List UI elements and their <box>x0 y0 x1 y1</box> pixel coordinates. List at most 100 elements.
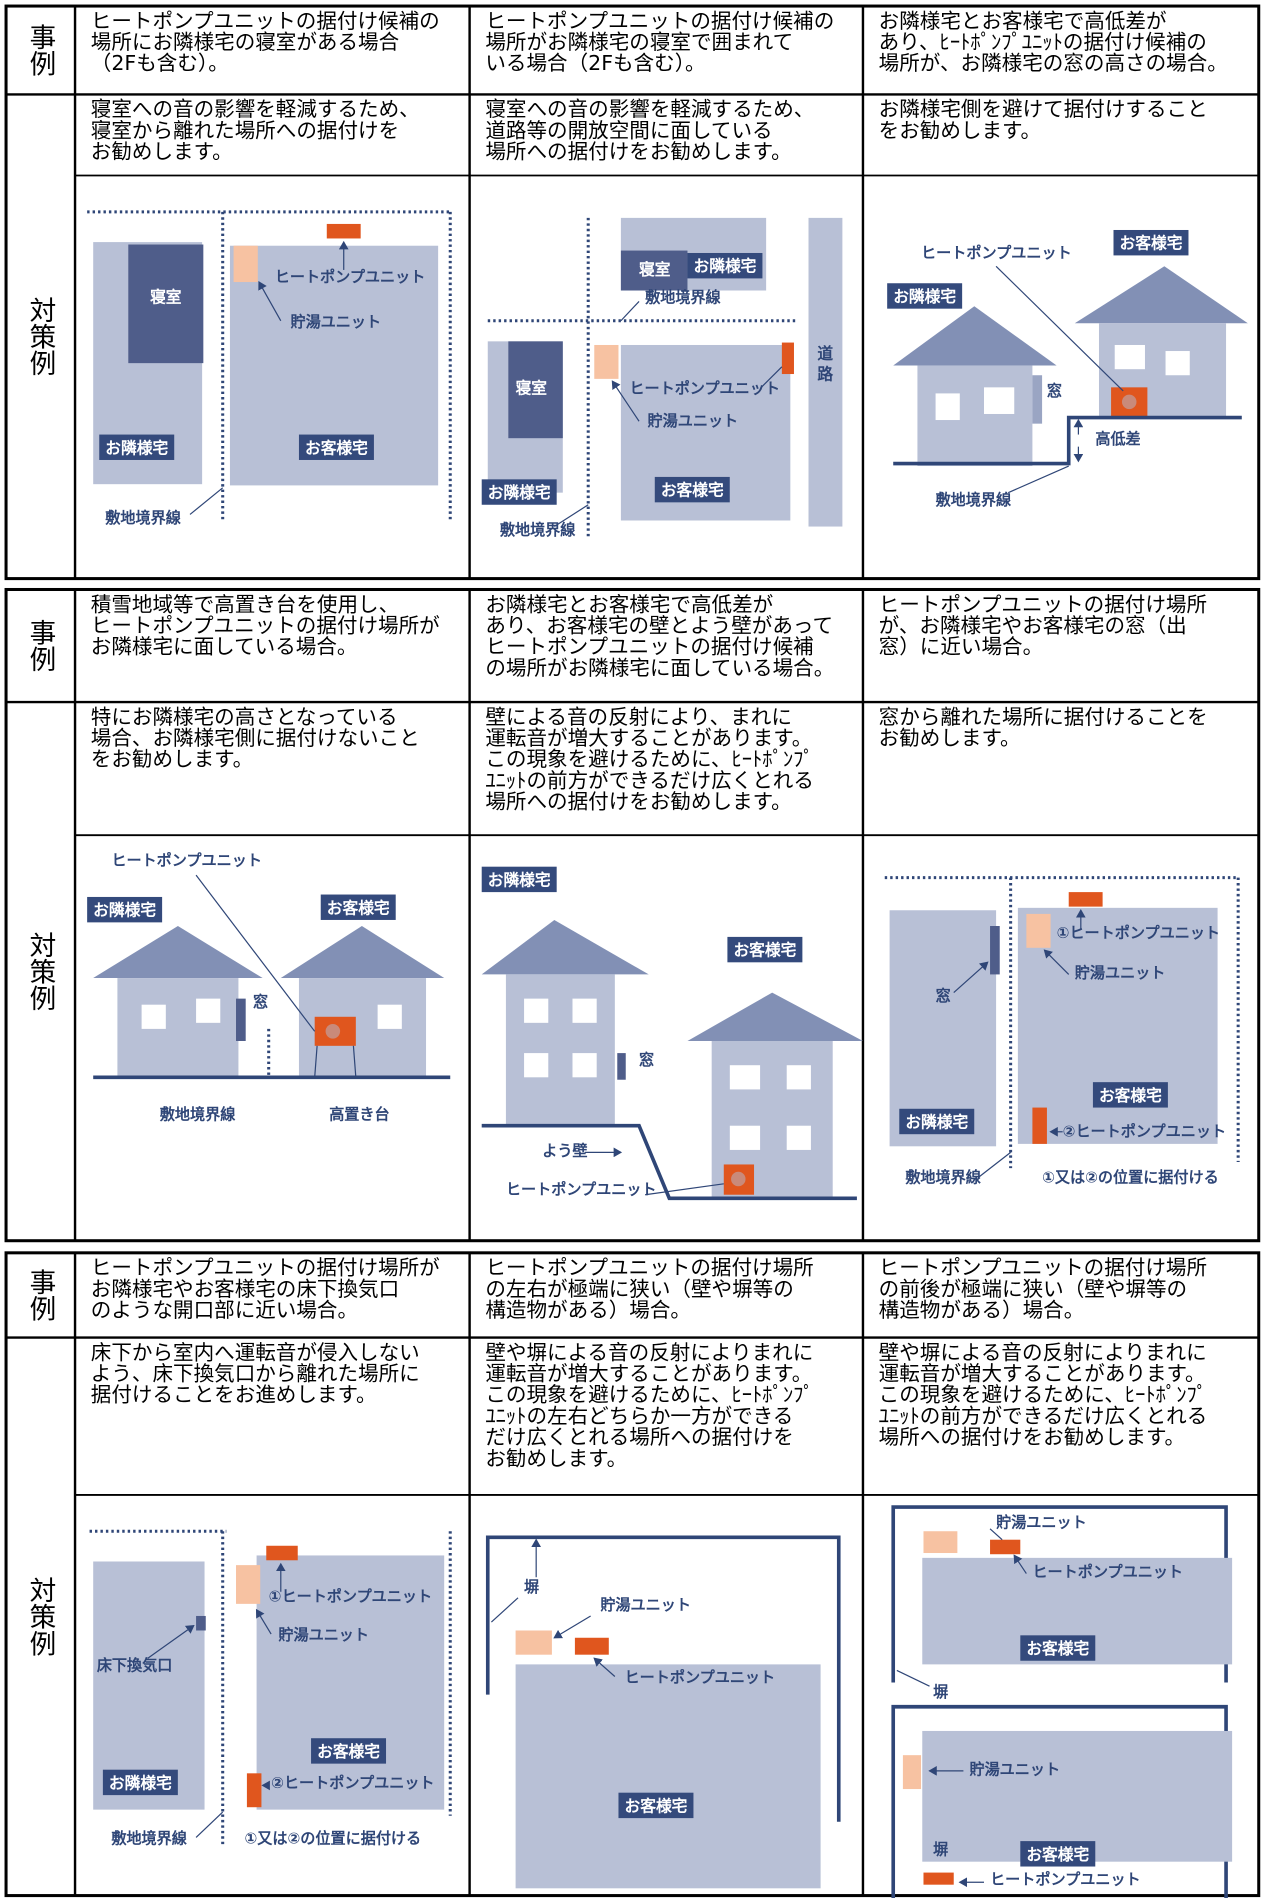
diagram-label: ヒートポンプユニット <box>990 1871 1141 1889</box>
shape <box>808 217 843 527</box>
section-border <box>4 587 1261 1243</box>
diagram-label: 塀 <box>524 1578 539 1596</box>
measure-text: だけ広くとれる場所への据付けを <box>485 1425 793 1449</box>
arrow <box>1013 1554 1027 1574</box>
case-heading: 事例 <box>24 619 55 672</box>
shape <box>196 998 221 1023</box>
shape <box>266 1545 298 1561</box>
shape <box>990 1539 1021 1555</box>
badge <box>99 434 175 460</box>
arrow <box>593 1657 616 1677</box>
leader-line <box>490 1597 519 1623</box>
roof <box>687 992 863 1041</box>
shape <box>923 1531 958 1554</box>
shape <box>889 910 997 1147</box>
shape <box>572 1053 597 1078</box>
road-label: 道路 <box>815 344 834 386</box>
leader-line <box>989 1528 1003 1541</box>
leader-line <box>620 300 640 322</box>
badge-label: お客様宅 <box>625 1796 688 1815</box>
case-text: ヒートポンプユニットの据付け場所 <box>879 592 1207 616</box>
leader-line <box>352 1045 357 1078</box>
diagram-label: 窓 <box>639 1051 654 1069</box>
shape <box>117 978 239 1078</box>
badge <box>298 434 374 460</box>
case-text: 場所にお隣様宅の寝室がある場合 <box>91 30 399 54</box>
measure-text: この現象を避けるために、ﾋｰﾄﾎﾟﾝﾌﾟ <box>485 1383 813 1407</box>
diagram-label: 窓 <box>253 993 268 1011</box>
measure-text: 壁や塀による音の反射によりまれに <box>879 1340 1207 1364</box>
measure-text: お勧めします。 <box>879 726 1021 750</box>
case-text: お隣様宅とお客様宅で高低差が <box>485 592 773 616</box>
leader-line <box>1007 465 1069 494</box>
shape <box>781 342 794 375</box>
case-text: の前後が極端に狭い（壁や塀等の <box>879 1277 1187 1301</box>
badge-label: お隣様宅 <box>694 257 757 276</box>
shape <box>196 1615 206 1631</box>
measure-text: この現象を避けるために、ﾋｰﾄﾎﾟﾝﾌﾟ <box>485 747 813 771</box>
diagram-label: 敷地境界線 <box>160 1106 236 1124</box>
diagram-label: よう壁 <box>542 1142 587 1160</box>
fan <box>731 1171 746 1187</box>
badge-label: お客様宅 <box>305 438 368 457</box>
shape <box>917 365 1033 467</box>
measure-text: 窓から離れた場所に据付けることを <box>879 705 1208 729</box>
measure-text: 壁による音の反射により、まれに <box>485 705 792 729</box>
section-border <box>4 1251 1261 1898</box>
leader-line <box>977 1151 1011 1179</box>
badge-label: お客様宅 <box>733 941 796 960</box>
case-text: ヒートポンプユニットの据付け候補 <box>485 635 813 659</box>
wall-line <box>893 415 1242 466</box>
shape <box>326 223 361 239</box>
badge-label: お客様宅 <box>317 1742 380 1761</box>
measure-text: 寝室から離れた場所への据付けを <box>91 118 399 142</box>
case-text: ヒートポンプユニットの据付け場所 <box>879 1256 1207 1280</box>
badge <box>887 283 963 309</box>
arrow <box>553 1615 591 1639</box>
diagram-label: 貯湯ユニット <box>996 1514 1087 1532</box>
shape <box>524 998 549 1023</box>
measure-text: をお勧めします。 <box>91 747 253 771</box>
measure-text: 床下から室内へ運転音が侵入しない <box>91 1340 420 1364</box>
measure-text: 場所への据付けをお勧めします。 <box>485 140 791 164</box>
shape <box>1165 351 1190 376</box>
measure-text: 運転音が増大することがあります。 <box>485 1362 812 1386</box>
shape <box>902 1755 922 1790</box>
case-text: いる場合（2Fも含む）。 <box>485 51 705 75</box>
shape <box>729 1065 761 1090</box>
diagram-label: 敷地境界線 <box>645 289 721 307</box>
shape <box>786 1065 811 1090</box>
shape <box>515 1664 821 1889</box>
shape <box>594 344 619 379</box>
badge <box>311 1738 387 1764</box>
diagram-label: ヒートポンプユニット <box>111 851 262 869</box>
measure-text: ﾕﾆｯﾄの前方ができるだけ広くとれる <box>879 1404 1208 1428</box>
badge <box>1020 1841 1096 1867</box>
measure-text: お隣様宅側を避けて据付けすること <box>879 97 1208 121</box>
case-text: が、お隣様宅やお客様宅の窓（出 <box>879 613 1187 637</box>
diagram-label: 貯湯ユニット <box>600 1596 691 1614</box>
diagram-label: 敷地境界線 <box>936 491 1012 509</box>
badge-label: お客様宅 <box>661 481 724 500</box>
shape <box>620 250 688 291</box>
measure-text: 道路等の開放空間に面している <box>485 118 772 142</box>
case-text: の左右が極端に狭い（壁や塀等の <box>485 1277 793 1301</box>
shape <box>923 1872 954 1885</box>
case-text: のような開口部に近い場合。 <box>91 1298 358 1322</box>
case-text: 窓）に近い場合。 <box>879 635 1043 659</box>
arrow <box>255 1608 272 1635</box>
roof <box>481 919 649 975</box>
shape <box>1032 1107 1047 1144</box>
leader-line <box>645 1183 724 1196</box>
leader-line <box>759 366 783 389</box>
arrow <box>953 961 989 994</box>
badge-label: お隣様宅 <box>893 287 956 306</box>
shape <box>617 1053 626 1080</box>
diagram-label: 塀 <box>933 1683 948 1701</box>
diagram-label: 敷地境界線 <box>500 521 576 539</box>
shape <box>729 1125 761 1150</box>
measure-text: 場合、お隣様宅側に据付けないこと <box>91 726 420 750</box>
